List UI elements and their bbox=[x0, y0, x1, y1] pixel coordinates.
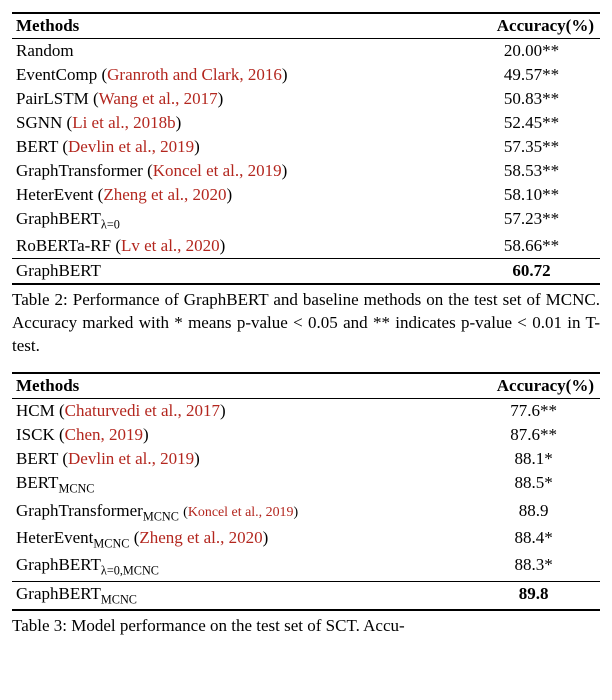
accuracy-cell: 20.00** bbox=[437, 39, 600, 64]
table-row: GraphBERTλ=0 57.23** bbox=[12, 207, 600, 234]
table-row: GraphTransformer (Koncel et al., 2019) 5… bbox=[12, 159, 600, 183]
table-row: GraphTransformerMCNC (Koncel et al., 201… bbox=[12, 499, 600, 526]
citation-link[interactable]: Wang et al., 2017 bbox=[99, 89, 218, 108]
accuracy-cell: 58.66** bbox=[437, 234, 600, 259]
table-row: HCM (Chaturvedi et al., 2017) 77.6** bbox=[12, 399, 600, 424]
method-cell: BERT (Devlin et al., 2019) bbox=[12, 135, 437, 159]
accuracy-cell: 58.53** bbox=[437, 159, 600, 183]
accuracy-cell: 57.35** bbox=[437, 135, 600, 159]
accuracy-cell: 77.6** bbox=[441, 399, 600, 424]
accuracy-cell: 49.57** bbox=[437, 63, 600, 87]
table-row: HeterEventMCNC (Zheng et al., 2020) 88.4… bbox=[12, 526, 600, 553]
table-row: HeterEvent (Zheng et al., 2020) 58.10** bbox=[12, 183, 600, 207]
method-cell: BERTMCNC bbox=[12, 471, 441, 498]
accuracy-cell: 88.5* bbox=[441, 471, 600, 498]
table-row: BERT (Devlin et al., 2019) 88.1* bbox=[12, 447, 600, 471]
accuracy-cell: 88.4* bbox=[441, 526, 600, 553]
method-cell: HCM (Chaturvedi et al., 2017) bbox=[12, 399, 441, 424]
citation-link[interactable]: Chen, 2019 bbox=[65, 425, 143, 444]
citation-link[interactable]: Li et al., 2018b bbox=[72, 113, 175, 132]
method-cell: SGNN (Li et al., 2018b) bbox=[12, 111, 437, 135]
citation-link[interactable]: Devlin et al., 2019 bbox=[68, 137, 194, 156]
accuracy-cell: 88.1* bbox=[441, 447, 600, 471]
citation-link[interactable]: Zheng et al., 2020 bbox=[139, 528, 262, 547]
col-methods: Methods bbox=[12, 373, 441, 399]
method-cell: BERT (Devlin et al., 2019) bbox=[12, 447, 441, 471]
citation-link[interactable]: Koncel et al., 2019 bbox=[188, 505, 294, 520]
col-methods: Methods bbox=[12, 13, 437, 39]
table-row: SGNN (Li et al., 2018b) 52.45** bbox=[12, 111, 600, 135]
method-cell: GraphTransformer (Koncel et al., 2019) bbox=[12, 159, 437, 183]
table-row: RoBERTa-RF (Lv et al., 2020) 58.66** bbox=[12, 234, 600, 259]
table-row: EventComp (Granroth and Clark, 2016) 49.… bbox=[12, 63, 600, 87]
method-cell: PairLSTM (Wang et al., 2017) bbox=[12, 87, 437, 111]
accuracy-cell: 52.45** bbox=[437, 111, 600, 135]
method-cell: HeterEvent (Zheng et al., 2020) bbox=[12, 183, 437, 207]
table-row: PairLSTM (Wang et al., 2017) 50.83** bbox=[12, 87, 600, 111]
table-row: BERTMCNC 88.5* bbox=[12, 471, 600, 498]
col-accuracy: Accuracy(%) bbox=[441, 373, 600, 399]
citation-link[interactable]: Granroth and Clark, 2016 bbox=[107, 65, 282, 84]
citation-link[interactable]: Devlin et al., 2019 bbox=[68, 449, 194, 468]
accuracy-cell: 58.10** bbox=[437, 183, 600, 207]
method-cell: GraphBERTλ=0,MCNC bbox=[12, 553, 441, 581]
citation-link[interactable]: Chaturvedi et al., 2017 bbox=[65, 401, 220, 420]
accuracy-cell: 88.3* bbox=[441, 553, 600, 581]
method-cell: GraphTransformerMCNC (Koncel et al., 201… bbox=[12, 499, 441, 526]
table-row: BERT (Devlin et al., 2019) 57.35** bbox=[12, 135, 600, 159]
accuracy-cell: 60.72 bbox=[437, 259, 600, 285]
table-caption: Table 3: Model performance on the test s… bbox=[12, 615, 600, 638]
table-row: GraphBERTλ=0,MCNC 88.3* bbox=[12, 553, 600, 581]
accuracy-cell: 57.23** bbox=[437, 207, 600, 234]
method-cell: EventComp (Granroth and Clark, 2016) bbox=[12, 63, 437, 87]
table-caption: Table 2: Performance of GraphBERT and ba… bbox=[12, 289, 600, 358]
method-cell: ISCK (Chen, 2019) bbox=[12, 423, 441, 447]
citation-link[interactable]: Zheng et al., 2020 bbox=[103, 185, 226, 204]
citation-link[interactable]: Lv et al., 2020 bbox=[121, 236, 220, 255]
table-row: ISCK (Chen, 2019) 87.6** bbox=[12, 423, 600, 447]
method-cell: RoBERTa-RF (Lv et al., 2020) bbox=[12, 234, 437, 259]
table-row-final: GraphBERT 60.72 bbox=[12, 259, 600, 285]
method-cell: GraphBERT bbox=[12, 259, 437, 285]
accuracy-cell: 50.83** bbox=[437, 87, 600, 111]
table-mcnc: Methods Accuracy(%) Random 20.00** Event… bbox=[12, 12, 600, 285]
method-cell: HeterEventMCNC (Zheng et al., 2020) bbox=[12, 526, 441, 553]
citation-link[interactable]: Koncel et al., 2019 bbox=[153, 161, 282, 180]
table-sct: Methods Accuracy(%) HCM (Chaturvedi et a… bbox=[12, 372, 600, 611]
table-row-final: GraphBERTMCNC 89.8 bbox=[12, 581, 600, 610]
accuracy-cell: 89.8 bbox=[441, 581, 600, 610]
method-cell: GraphBERTλ=0 bbox=[12, 207, 437, 234]
accuracy-cell: 87.6** bbox=[441, 423, 600, 447]
method-cell: GraphBERTMCNC bbox=[12, 581, 441, 610]
table-row: Random 20.00** bbox=[12, 39, 600, 64]
method-cell: Random bbox=[12, 39, 437, 64]
col-accuracy: Accuracy(%) bbox=[437, 13, 600, 39]
accuracy-cell: 88.9 bbox=[441, 499, 600, 526]
